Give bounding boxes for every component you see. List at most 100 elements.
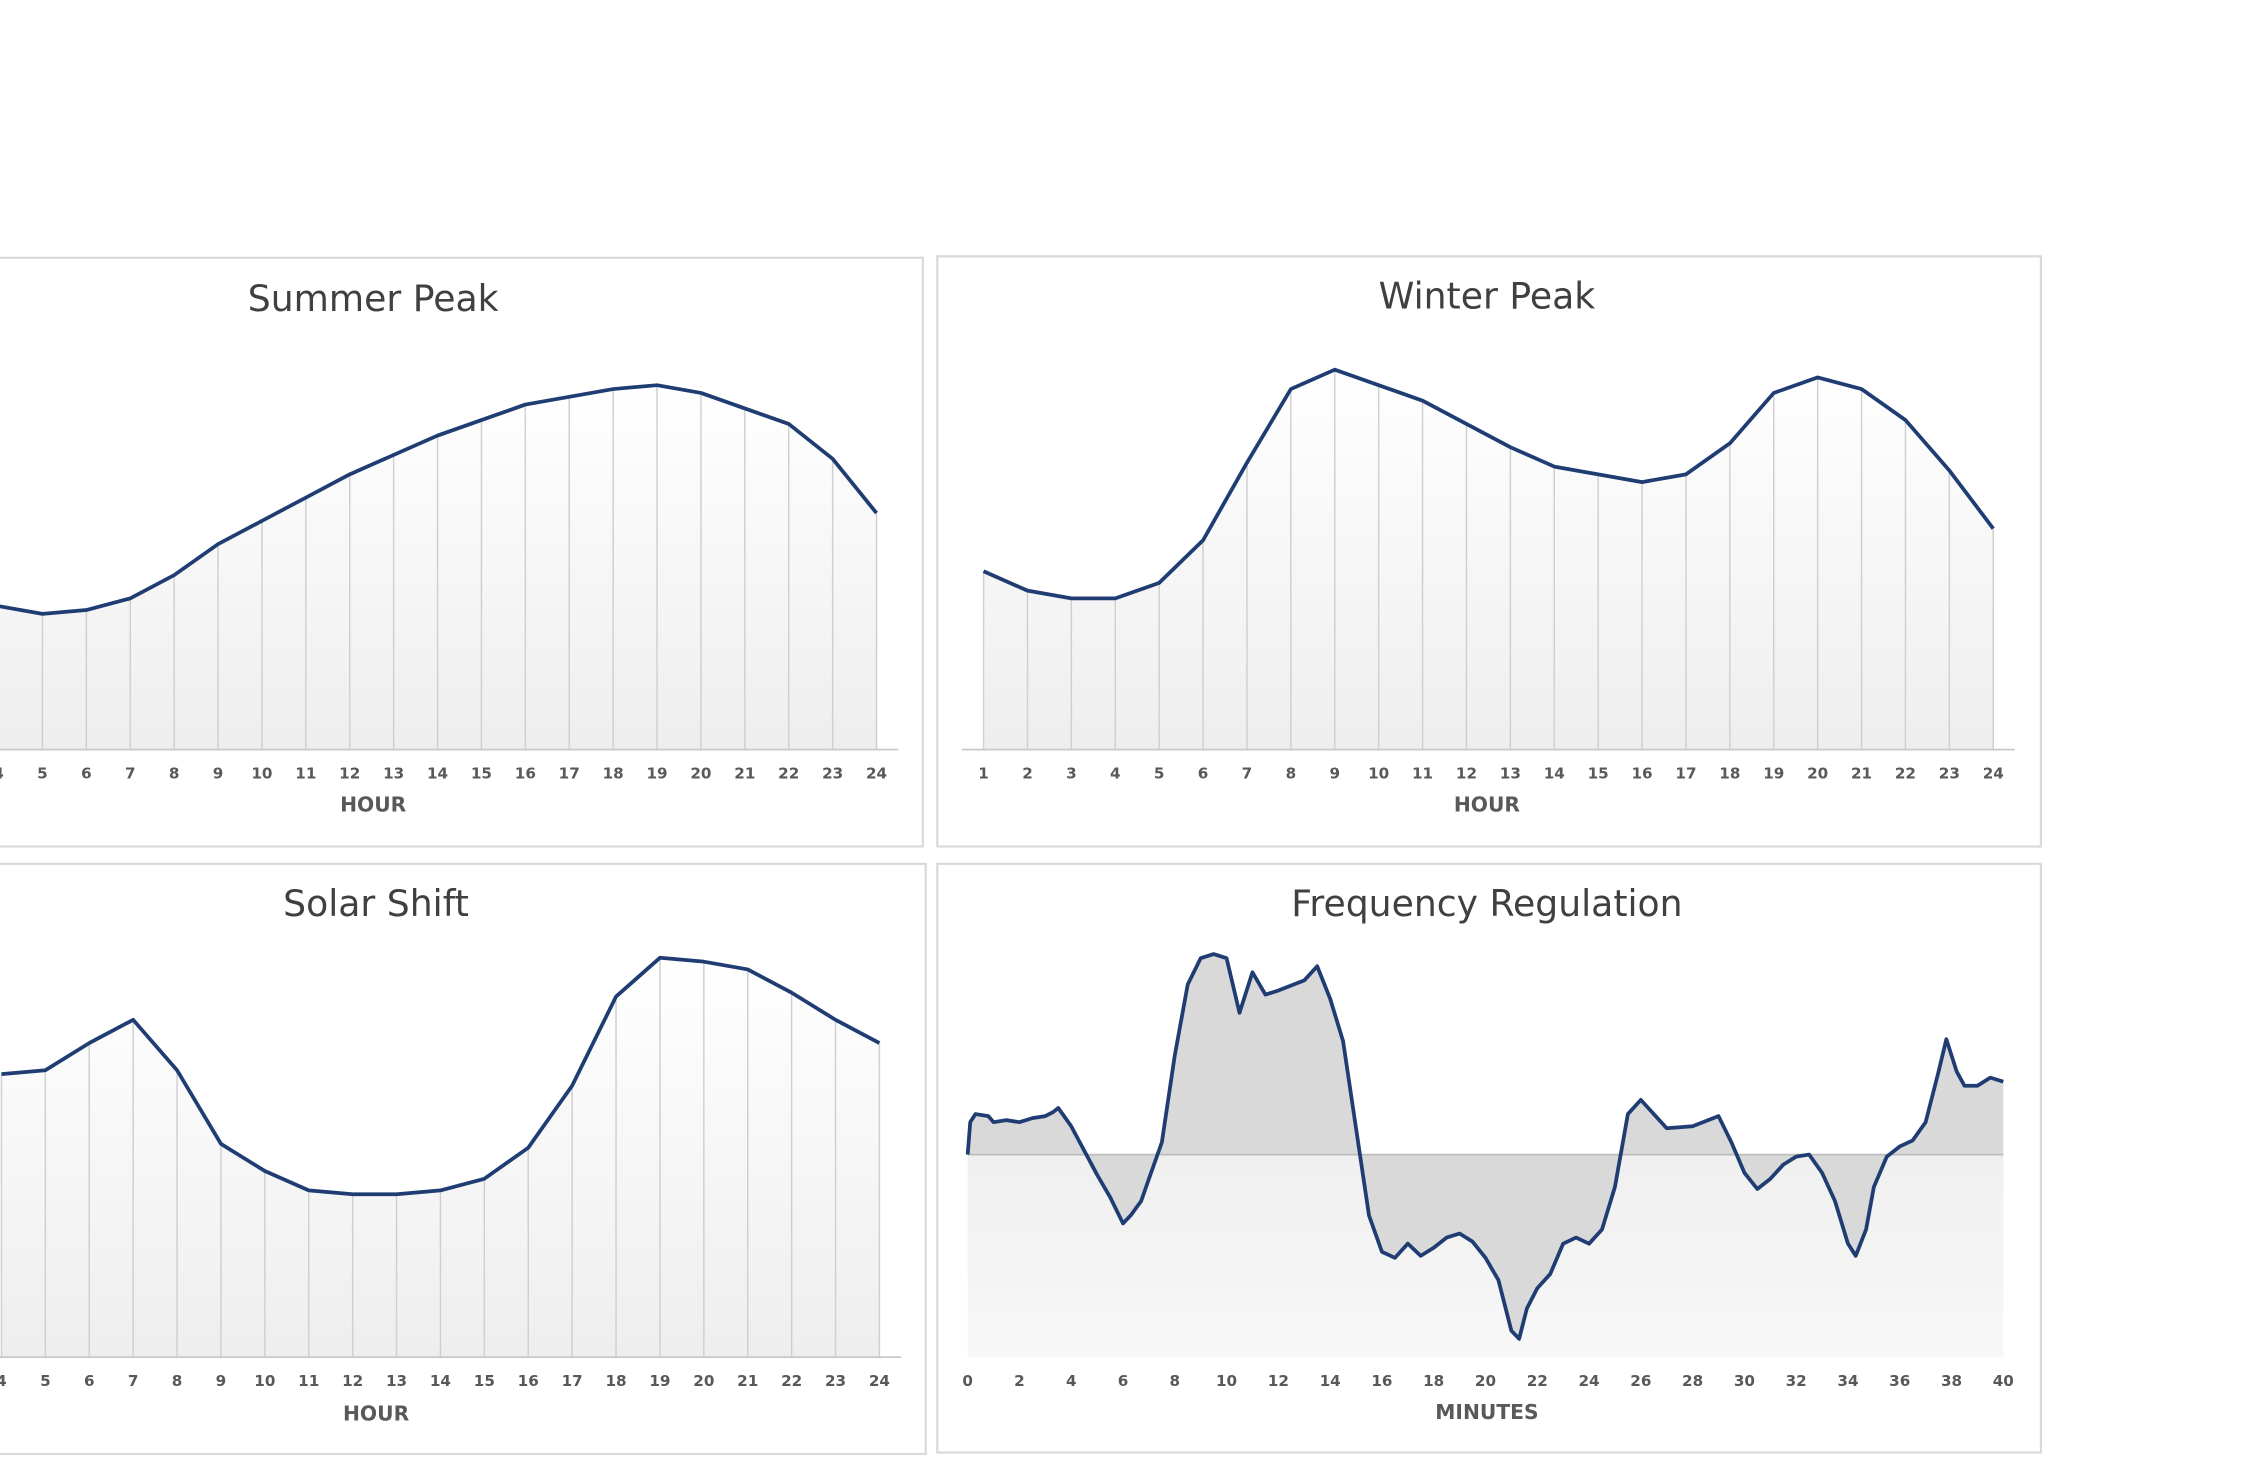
chart-title: Frequency Regulation [1291, 882, 1682, 925]
x-tick-label: 4 [1110, 765, 1121, 783]
x-tick-label: 20 [1475, 1372, 1496, 1390]
x-tick-label: 2 [1022, 765, 1033, 783]
x-tick-label: 22 [781, 1372, 802, 1390]
x-tick-label: 26 [1630, 1372, 1651, 1390]
x-tick-label: 18 [1719, 765, 1740, 783]
x-tick-label: 24 [1983, 765, 2004, 783]
x-tick-label: 12 [339, 765, 360, 783]
x-tick-label: 11 [298, 1372, 319, 1390]
x-tick-label: 9 [216, 1372, 227, 1390]
x-tick-label: 22 [778, 765, 799, 783]
x-tick-label: 20 [690, 765, 711, 783]
x-tick-label: 2 [1014, 1372, 1025, 1390]
x-tick-label: 12 [342, 1372, 363, 1390]
x-tick-label: 15 [474, 1372, 495, 1390]
x-tick-label: 12 [1268, 1372, 1289, 1390]
x-tick-label: 21 [737, 1372, 758, 1390]
x-tick-label: 15 [1588, 765, 1609, 783]
x-tick-label: 21 [734, 765, 755, 783]
x-tick-label: 14 [1544, 765, 1565, 783]
x-tick-label: 22 [1527, 1372, 1548, 1390]
x-tick-label: 6 [81, 765, 92, 783]
x-tick-label: 16 [1371, 1372, 1392, 1390]
x-tick-label: 4 [0, 765, 4, 783]
x-tick-label: 10 [1216, 1372, 1237, 1390]
x-tick-label: 19 [646, 765, 667, 783]
x-tick-label: 14 [427, 765, 448, 783]
x-tick-label: 13 [383, 765, 404, 783]
x-tick-label: 10 [254, 1372, 275, 1390]
x-tick-label: 22 [1895, 765, 1916, 783]
x-tick-label: 20 [1807, 765, 1828, 783]
x-tick-label: 7 [128, 1372, 139, 1390]
x-tick-label: 6 [1118, 1372, 1129, 1390]
x-tick-label: 13 [1500, 765, 1521, 783]
x-tick-label: 18 [605, 1372, 626, 1390]
x-axis-label: HOUR [340, 792, 407, 816]
x-tick-label: 30 [1734, 1372, 1755, 1390]
chart-title: Summer Peak [248, 277, 499, 320]
x-tick-label: 23 [825, 1372, 846, 1390]
data-line [1, 955, 881, 1197]
x-tick-label: 16 [518, 1372, 539, 1390]
x-tick-label: 8 [1286, 765, 1297, 783]
x-tick-label: 17 [562, 1372, 583, 1390]
data-line [0, 383, 878, 616]
x-tick-label: 1 [978, 765, 989, 783]
x-tick-label: 0 [962, 1372, 973, 1390]
x-tick-label: 36 [1889, 1372, 1910, 1390]
data-line [965, 952, 2004, 1341]
x-tick-label: 3 [1066, 765, 1077, 783]
data-line [982, 367, 1995, 601]
x-tick-label: 34 [1837, 1372, 1858, 1390]
x-tick-label: 6 [1198, 765, 1209, 783]
x-tick-label: 7 [125, 765, 136, 783]
x-tick-label: 28 [1682, 1372, 1703, 1390]
x-tick-label: 19 [1763, 765, 1784, 783]
x-tick-label: 19 [649, 1372, 670, 1390]
x-tick-label: 12 [1456, 765, 1477, 783]
chart-title: Solar Shift [283, 882, 469, 925]
x-tick-label: 11 [1412, 765, 1433, 783]
x-tick-label: 17 [1675, 765, 1696, 783]
x-tick-label: 10 [1368, 765, 1389, 783]
x-tick-label: 18 [1423, 1372, 1444, 1390]
x-tick-label: 9 [213, 765, 224, 783]
x-tick-label: 8 [172, 1372, 183, 1390]
x-tick-label: 5 [1154, 765, 1165, 783]
x-tick-label: 23 [822, 765, 843, 783]
x-axis-label: HOUR [343, 1401, 410, 1425]
x-tick-label: 8 [169, 765, 180, 783]
x-axis-label: MINUTES [1435, 1400, 1538, 1424]
x-tick-label: 24 [869, 1372, 890, 1390]
x-tick-label: 24 [1578, 1372, 1599, 1390]
x-tick-label: 10 [251, 765, 272, 783]
x-tick-label: 15 [471, 765, 492, 783]
x-tick-label: 18 [603, 765, 624, 783]
x-tick-label: 38 [1941, 1372, 1962, 1390]
x-axis-label: HOUR [1454, 792, 1521, 816]
x-tick-label: 32 [1786, 1372, 1807, 1390]
x-tick-label: 14 [430, 1372, 451, 1390]
x-tick-label: 13 [386, 1372, 407, 1390]
x-tick-label: 16 [1631, 765, 1652, 783]
x-tick-label: 8 [1170, 1372, 1181, 1390]
x-tick-label: 5 [37, 765, 48, 783]
x-tick-label: 17 [559, 765, 580, 783]
x-tick-label: 9 [1329, 765, 1340, 783]
x-tick-label: 40 [1993, 1372, 2014, 1390]
x-tick-label: 7 [1242, 765, 1253, 783]
x-tick-label: 24 [866, 765, 887, 783]
x-tick-label: 23 [1939, 765, 1960, 783]
area-fill [983, 369, 1994, 750]
x-tick-label: 20 [693, 1372, 714, 1390]
x-tick-label: 11 [295, 765, 316, 783]
x-tick-label: 4 [0, 1372, 7, 1390]
x-tick-label: 21 [1851, 765, 1872, 783]
x-tick-label: 16 [515, 765, 536, 783]
x-tick-label: 14 [1320, 1372, 1341, 1390]
x-tick-label: 5 [40, 1372, 51, 1390]
x-tick-label: 4 [1066, 1372, 1077, 1390]
